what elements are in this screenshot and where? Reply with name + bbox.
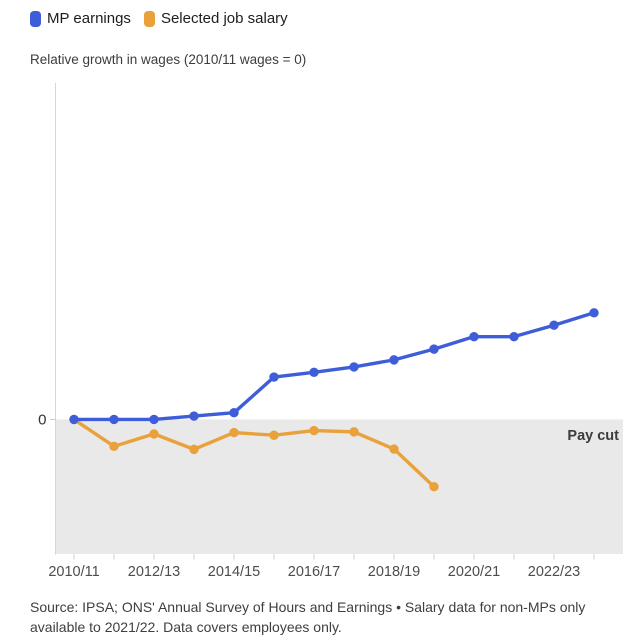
series-selected-job-salary-point (429, 482, 439, 492)
series-mp-earnings-line (72, 311, 596, 422)
x-axis-label: 2016/17 (288, 564, 340, 580)
series-selected-job-salary-point (269, 430, 279, 440)
series-mp-earnings-point (509, 331, 519, 342)
series-selected-job-salary-point (309, 425, 319, 436)
series-mp-earnings-point (69, 414, 79, 425)
pay-cut-region (55, 419, 623, 554)
pay-cut-label: Pay cut (567, 428, 619, 444)
series-selected-job-salary-line (72, 417, 436, 489)
series-mp-earnings-point (149, 414, 159, 425)
series-mp-earnings-point (589, 308, 599, 318)
x-axis-label: 2010/11 (48, 564, 99, 580)
legend-item-label: MP earnings (47, 10, 131, 27)
legend-item-label: Selected job salary (160, 10, 288, 27)
series-mp-earnings-point (349, 362, 359, 372)
x-axis-label: 2020/21 (448, 564, 500, 580)
x-axis-label: 2012/13 (128, 564, 180, 580)
series-mp-earnings-point (189, 411, 199, 421)
x-axis-label: 2014/15 (208, 564, 260, 580)
series-selected-job-salary-point (189, 444, 199, 455)
series-selected-job-salary-point (349, 427, 359, 437)
zero-label: 0 (38, 411, 46, 428)
series-selected-job-salary-point (229, 427, 239, 438)
series-mp-earnings-point (549, 320, 559, 330)
series-mp-earnings-point (429, 344, 439, 354)
series-mp-earnings-point (109, 414, 119, 425)
series-selected-job-salary-point (109, 441, 119, 452)
series-mp-earnings-point (469, 331, 479, 342)
series-selected-job-salary-point (149, 429, 159, 439)
series-selected-job-salary-point (389, 444, 399, 454)
legend: MP earnings Selected job salary (30, 9, 288, 29)
series-mp-earnings-point (229, 408, 239, 418)
x-axis-label: 2018/19 (368, 564, 420, 580)
legend-item: MP earnings (30, 9, 131, 29)
chart-subtitle: Relative growth in wages (2010/11 wages … (30, 52, 307, 67)
series-mp-earnings-point (269, 372, 279, 382)
series-mp-earnings-point (389, 355, 399, 365)
series-mp-earnings-point (309, 367, 319, 378)
legend-swatch-icon (30, 11, 41, 27)
x-axis-label: 2022/23 (528, 564, 580, 580)
legend-swatch-icon (143, 11, 155, 27)
source-note: Source: IPSA; ONS' Annual Survey of Hour… (30, 599, 586, 635)
legend-item: Selected job salary (143, 9, 288, 29)
